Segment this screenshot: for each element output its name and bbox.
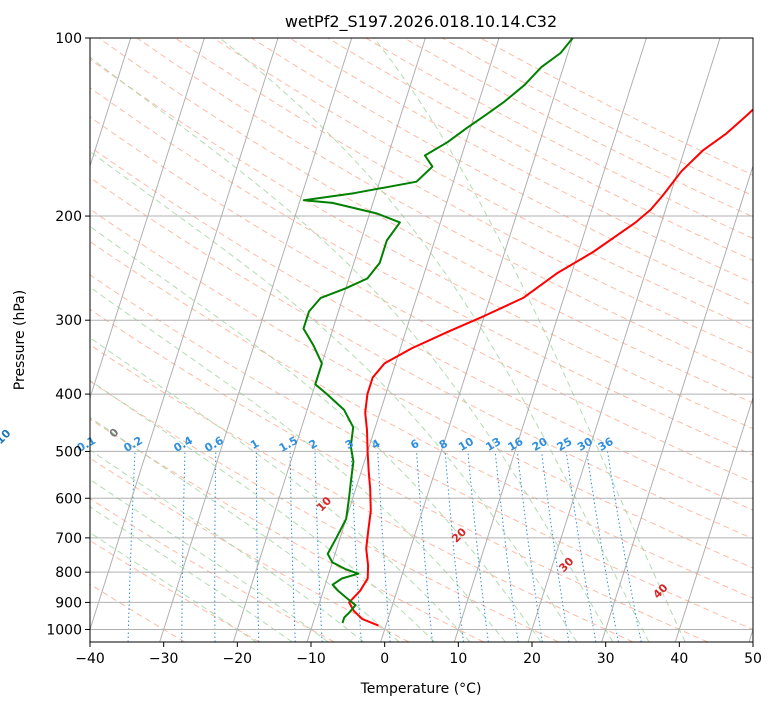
isotherm-gridline (159, 38, 353, 642)
dry-adiabat (90, 583, 186, 642)
moist-adiabat (90, 379, 435, 642)
x-tick-label: 50 (744, 651, 762, 667)
y-tick-label: 200 (55, 209, 82, 225)
moist-adiabat (90, 532, 257, 642)
isotherm-gridline (527, 38, 721, 642)
mixing-ratio-line (377, 451, 391, 642)
dry-adiabat-label: -10 (0, 427, 14, 450)
dry-adiabat (90, 208, 753, 569)
mixing-ratio-line (586, 451, 619, 642)
y-tick-label: 800 (55, 565, 82, 581)
y-tick-label: 100 (55, 31, 82, 47)
dry-adiabat (90, 116, 753, 483)
y-tick-label: 600 (55, 491, 82, 507)
dry-adiabat (90, 274, 753, 631)
y-tick-label: 300 (55, 313, 82, 329)
mixing-ratio-label: 3 (343, 437, 356, 452)
dry-adiabat (403, 38, 753, 218)
x-tick-label: 40 (670, 651, 688, 667)
dry-adiabat (90, 457, 410, 642)
chart-title: wetPf2_S197.2026.018.10.14.C32 (285, 12, 557, 32)
moist-adiabat (90, 286, 506, 642)
mixing-ratio-line (255, 451, 260, 642)
mixing-ratio-label: 1 (248, 437, 261, 452)
isotherm-gridline (453, 38, 647, 642)
dry-adiabat (90, 498, 335, 642)
dry-adiabat (90, 87, 753, 456)
mixing-ratio-line (516, 451, 543, 642)
grid (0, 38, 753, 642)
dry-adiabat (136, 38, 753, 379)
mixing-ratio-line (416, 451, 433, 642)
x-tick-label: −10 (296, 651, 326, 667)
moist-adiabat-label: 40 (651, 581, 671, 601)
x-tick-label: 10 (449, 651, 467, 667)
moist-adiabat-label: 20 (449, 525, 469, 545)
dry-adiabat (90, 240, 753, 599)
dewpoint-line (302, 38, 574, 624)
plot-frame (89, 37, 754, 643)
x-axis: −40 −30 −20 −10 0 10 20 30 40 50 (75, 642, 762, 667)
x-tick-label: −40 (75, 651, 105, 667)
dry-adiabat (327, 38, 753, 261)
y-tick-label: 700 (55, 531, 82, 547)
y-axis-label: Pressure (hPa) (12, 290, 28, 390)
isotherm-gridline (90, 38, 205, 400)
moist-adiabat-label: 0 (107, 426, 122, 441)
dry-adiabat (213, 38, 753, 330)
y-tick-label: 400 (55, 387, 82, 403)
mixing-ratio-line (467, 451, 489, 642)
dry-adiabat (90, 344, 634, 642)
isotherm-gridline (90, 38, 279, 632)
x-tick-label: 30 (597, 651, 615, 667)
dry-adiabat (90, 418, 484, 642)
isotherm-gridline (232, 38, 426, 642)
moist-adiabat (90, 56, 614, 642)
moist-adiabat (219, 38, 650, 642)
dry-adiabat (251, 38, 753, 307)
moist-adiabat (373, 38, 686, 642)
y-tick-label: 900 (55, 595, 82, 611)
mixing-ratio-line (444, 451, 464, 642)
dry-adiabat (289, 38, 753, 284)
mixing-ratio-label: 4 (369, 437, 382, 452)
dry-adiabat (90, 308, 708, 642)
dry-adiabat (441, 38, 753, 197)
moist-adiabat (90, 478, 329, 642)
x-tick-label: −20 (223, 651, 253, 667)
isotherm-gridline (306, 38, 500, 642)
series-layer (302, 38, 753, 627)
dry-adiabat (90, 539, 260, 642)
background-lines (90, 38, 753, 642)
moist-adiabat (90, 506, 293, 642)
mixing-ratio-line (541, 451, 570, 642)
isotherm-gridline (674, 396, 753, 642)
y-axis: 1000 900 800 700 600 500 400 300 200 100 (46, 31, 90, 638)
moist-adiabat (90, 225, 542, 642)
y-tick-label: 1000 (46, 622, 82, 638)
x-tick-label: 0 (380, 651, 389, 667)
x-tick-label: 20 (523, 651, 541, 667)
moist-adiabat (90, 150, 578, 642)
dry-adiabat (174, 38, 753, 354)
mixing-ratio-line (214, 451, 217, 642)
dry-adiabat (90, 176, 753, 540)
isotherm-gridline (0, 38, 57, 642)
mixing-ratio-line (565, 451, 597, 642)
y-tick-label: 500 (55, 444, 82, 460)
temperature-line (348, 108, 753, 627)
dry-adiabat (98, 38, 753, 404)
moist-adiabat (90, 449, 365, 642)
x-tick-label: −30 (149, 651, 179, 667)
dry-adiabat (90, 380, 559, 642)
dry-adiabat (90, 146, 753, 511)
isotherm-gridline (601, 164, 753, 642)
mixing-ratio-line (494, 451, 519, 642)
isotherm-gridline (90, 38, 132, 168)
x-axis-label: Temperature (°C) (360, 681, 482, 697)
moist-adiabat-label: 10 (314, 494, 334, 514)
isotherm-gridline (380, 38, 574, 642)
